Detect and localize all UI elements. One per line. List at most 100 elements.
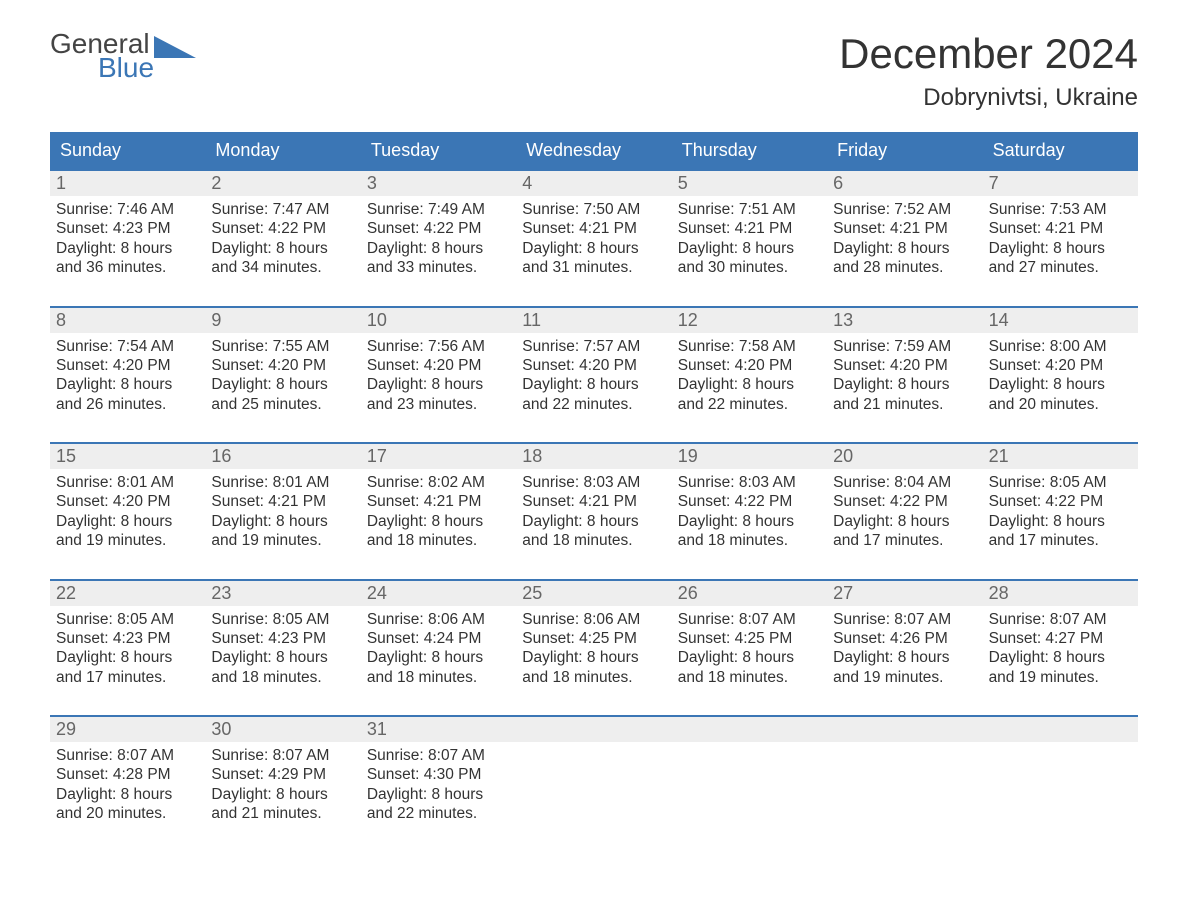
daylight-line: Daylight: 8 hours and 25 minutes. xyxy=(211,375,354,414)
sunrise-line: Sunrise: 8:06 AM xyxy=(367,610,510,629)
day-cell-empty xyxy=(827,715,982,852)
day-cell: 19Sunrise: 8:03 AMSunset: 4:22 PMDayligh… xyxy=(672,442,827,579)
day-body: Sunrise: 8:07 AMSunset: 4:26 PMDaylight:… xyxy=(827,606,982,688)
daylight-line: Daylight: 8 hours and 30 minutes. xyxy=(678,239,821,278)
daylight-line: Daylight: 8 hours and 17 minutes. xyxy=(989,512,1132,551)
daylight-line: Daylight: 8 hours and 26 minutes. xyxy=(56,375,199,414)
day-cell: 12Sunrise: 7:58 AMSunset: 4:20 PMDayligh… xyxy=(672,306,827,443)
sunset-line: Sunset: 4:22 PM xyxy=(367,219,510,238)
daylight-line: Daylight: 8 hours and 19 minutes. xyxy=(56,512,199,551)
daylight-line: Daylight: 8 hours and 21 minutes. xyxy=(833,375,976,414)
daylight-line: Daylight: 8 hours and 22 minutes. xyxy=(367,785,510,824)
sunset-line: Sunset: 4:21 PM xyxy=(678,219,821,238)
sunrise-line: Sunrise: 7:49 AM xyxy=(367,200,510,219)
day-number: 27 xyxy=(827,579,982,606)
sunrise-line: Sunrise: 8:03 AM xyxy=(522,473,665,492)
day-number: 20 xyxy=(827,442,982,469)
day-body: Sunrise: 7:50 AMSunset: 4:21 PMDaylight:… xyxy=(516,196,671,278)
sunrise-line: Sunrise: 7:56 AM xyxy=(367,337,510,356)
day-cell: 20Sunrise: 8:04 AMSunset: 4:22 PMDayligh… xyxy=(827,442,982,579)
dow-header: Wednesday xyxy=(516,132,671,169)
day-number: 16 xyxy=(205,442,360,469)
daylight-line: Daylight: 8 hours and 18 minutes. xyxy=(367,648,510,687)
month-title: December 2024 xyxy=(839,30,1138,78)
day-number: 19 xyxy=(672,442,827,469)
day-number: 2 xyxy=(205,169,360,196)
sunset-line: Sunset: 4:21 PM xyxy=(522,219,665,238)
sunrise-line: Sunrise: 8:02 AM xyxy=(367,473,510,492)
daylight-line: Daylight: 8 hours and 22 minutes. xyxy=(678,375,821,414)
day-number: 3 xyxy=(361,169,516,196)
day-body: Sunrise: 7:46 AMSunset: 4:23 PMDaylight:… xyxy=(50,196,205,278)
sunset-line: Sunset: 4:29 PM xyxy=(211,765,354,784)
daylight-line: Daylight: 8 hours and 18 minutes. xyxy=(522,648,665,687)
day-number-empty xyxy=(672,715,827,742)
sunset-line: Sunset: 4:23 PM xyxy=(211,629,354,648)
day-cell: 13Sunrise: 7:59 AMSunset: 4:20 PMDayligh… xyxy=(827,306,982,443)
sunrise-line: Sunrise: 8:07 AM xyxy=(678,610,821,629)
day-number: 4 xyxy=(516,169,671,196)
sunset-line: Sunset: 4:22 PM xyxy=(678,492,821,511)
sunrise-line: Sunrise: 8:01 AM xyxy=(211,473,354,492)
day-number: 11 xyxy=(516,306,671,333)
day-number: 6 xyxy=(827,169,982,196)
sunset-line: Sunset: 4:20 PM xyxy=(367,356,510,375)
dow-header: Friday xyxy=(827,132,982,169)
day-body: Sunrise: 8:05 AMSunset: 4:22 PMDaylight:… xyxy=(983,469,1138,551)
sunset-line: Sunset: 4:20 PM xyxy=(211,356,354,375)
daylight-line: Daylight: 8 hours and 31 minutes. xyxy=(522,239,665,278)
title-block: December 2024 Dobrynivtsi, Ukraine xyxy=(839,30,1138,112)
day-cell: 8Sunrise: 7:54 AMSunset: 4:20 PMDaylight… xyxy=(50,306,205,443)
day-body: Sunrise: 7:55 AMSunset: 4:20 PMDaylight:… xyxy=(205,333,360,415)
day-cell: 26Sunrise: 8:07 AMSunset: 4:25 PMDayligh… xyxy=(672,579,827,716)
sunrise-line: Sunrise: 7:52 AM xyxy=(833,200,976,219)
daylight-line: Daylight: 8 hours and 20 minutes. xyxy=(989,375,1132,414)
day-body: Sunrise: 8:03 AMSunset: 4:22 PMDaylight:… xyxy=(672,469,827,551)
day-body: Sunrise: 7:51 AMSunset: 4:21 PMDaylight:… xyxy=(672,196,827,278)
day-number: 13 xyxy=(827,306,982,333)
sunrise-line: Sunrise: 7:46 AM xyxy=(56,200,199,219)
day-body: Sunrise: 8:06 AMSunset: 4:24 PMDaylight:… xyxy=(361,606,516,688)
sunrise-line: Sunrise: 8:05 AM xyxy=(211,610,354,629)
day-number: 23 xyxy=(205,579,360,606)
sunrise-line: Sunrise: 7:53 AM xyxy=(989,200,1132,219)
day-cell: 10Sunrise: 7:56 AMSunset: 4:20 PMDayligh… xyxy=(361,306,516,443)
sunrise-line: Sunrise: 8:05 AM xyxy=(989,473,1132,492)
day-number: 12 xyxy=(672,306,827,333)
sunset-line: Sunset: 4:20 PM xyxy=(522,356,665,375)
day-cell: 24Sunrise: 8:06 AMSunset: 4:24 PMDayligh… xyxy=(361,579,516,716)
dow-header: Sunday xyxy=(50,132,205,169)
daylight-line: Daylight: 8 hours and 21 minutes. xyxy=(211,785,354,824)
daylight-line: Daylight: 8 hours and 22 minutes. xyxy=(522,375,665,414)
sunset-line: Sunset: 4:30 PM xyxy=(367,765,510,784)
day-cell: 29Sunrise: 8:07 AMSunset: 4:28 PMDayligh… xyxy=(50,715,205,852)
day-cell: 1Sunrise: 7:46 AMSunset: 4:23 PMDaylight… xyxy=(50,169,205,306)
sunrise-line: Sunrise: 8:05 AM xyxy=(56,610,199,629)
day-body: Sunrise: 7:49 AMSunset: 4:22 PMDaylight:… xyxy=(361,196,516,278)
day-number: 29 xyxy=(50,715,205,742)
day-body: Sunrise: 8:06 AMSunset: 4:25 PMDaylight:… xyxy=(516,606,671,688)
daylight-line: Daylight: 8 hours and 23 minutes. xyxy=(367,375,510,414)
day-cell: 14Sunrise: 8:00 AMSunset: 4:20 PMDayligh… xyxy=(983,306,1138,443)
day-cell-empty xyxy=(672,715,827,852)
sunset-line: Sunset: 4:22 PM xyxy=(989,492,1132,511)
day-number: 15 xyxy=(50,442,205,469)
day-cell: 7Sunrise: 7:53 AMSunset: 4:21 PMDaylight… xyxy=(983,169,1138,306)
day-cell: 21Sunrise: 8:05 AMSunset: 4:22 PMDayligh… xyxy=(983,442,1138,579)
day-number: 22 xyxy=(50,579,205,606)
sunset-line: Sunset: 4:21 PM xyxy=(833,219,976,238)
daylight-line: Daylight: 8 hours and 33 minutes. xyxy=(367,239,510,278)
day-number: 21 xyxy=(983,442,1138,469)
day-number: 17 xyxy=(361,442,516,469)
daylight-line: Daylight: 8 hours and 17 minutes. xyxy=(833,512,976,551)
sunset-line: Sunset: 4:21 PM xyxy=(367,492,510,511)
header: General Blue December 2024 Dobrynivtsi, … xyxy=(50,30,1138,112)
day-body: Sunrise: 8:01 AMSunset: 4:20 PMDaylight:… xyxy=(50,469,205,551)
day-cell: 23Sunrise: 8:05 AMSunset: 4:23 PMDayligh… xyxy=(205,579,360,716)
day-cell: 16Sunrise: 8:01 AMSunset: 4:21 PMDayligh… xyxy=(205,442,360,579)
sunrise-line: Sunrise: 8:01 AM xyxy=(56,473,199,492)
day-cell: 15Sunrise: 8:01 AMSunset: 4:20 PMDayligh… xyxy=(50,442,205,579)
day-number-empty xyxy=(983,715,1138,742)
sunset-line: Sunset: 4:21 PM xyxy=(522,492,665,511)
daylight-line: Daylight: 8 hours and 18 minutes. xyxy=(678,512,821,551)
